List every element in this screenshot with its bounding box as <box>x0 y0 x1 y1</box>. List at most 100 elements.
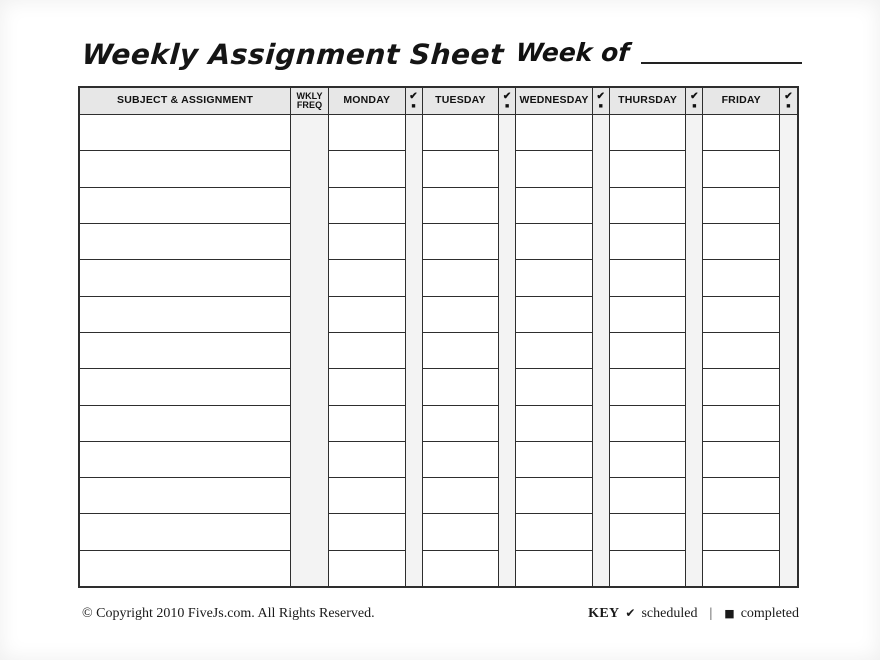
empty-cell <box>328 296 405 333</box>
empty-cell <box>609 296 686 333</box>
empty-cell <box>516 332 592 370</box>
empty-cell <box>703 441 780 479</box>
monday-check-header: ✔ ■ <box>405 88 422 115</box>
empty-cell <box>703 405 780 442</box>
monday-cells <box>328 115 405 587</box>
empty-cell <box>422 260 499 297</box>
column-thursday-check: ✔ ■ <box>686 88 704 586</box>
column-tuesday: TUESDAY <box>422 88 500 587</box>
thursday-header: THURSDAY <box>609 88 686 115</box>
subject-assignment-header: SUBJECT & ASSIGNMENT <box>80 88 291 115</box>
empty-cell <box>609 332 686 370</box>
empty-cell <box>609 550 686 587</box>
check-icon: ✔ <box>625 606 636 620</box>
empty-cell <box>516 151 592 188</box>
check-icon: ✔ <box>690 91 699 102</box>
empty-cell <box>328 369 405 406</box>
completed-square-icon: ■ <box>786 103 791 110</box>
week-of-blank-line <box>641 62 802 64</box>
empty-cell <box>422 332 499 370</box>
empty-cell <box>516 223 592 261</box>
week-of-label: Week of <box>514 38 631 67</box>
empty-cell <box>328 151 405 188</box>
empty-cell <box>80 514 291 551</box>
thursday-check-cells <box>686 115 703 586</box>
empty-cell <box>328 514 405 551</box>
empty-cell <box>703 151 780 188</box>
empty-cell <box>422 187 499 224</box>
key-completed-label: completed <box>740 606 799 621</box>
empty-cell <box>516 115 592 152</box>
empty-cell <box>609 115 686 152</box>
key-legend: KEY ✔ scheduled | ■ completed <box>588 606 799 622</box>
empty-cell <box>80 115 291 152</box>
empty-cell <box>703 550 780 587</box>
empty-cell <box>609 441 686 479</box>
column-subject-assignment: SUBJECT & ASSIGNMENT <box>80 88 292 587</box>
empty-cell <box>328 441 405 479</box>
key-label: KEY <box>588 606 620 621</box>
tuesday-check-header: ✔ ■ <box>499 88 516 115</box>
empty-cell <box>422 151 499 188</box>
key-scheduled-label: scheduled <box>641 606 698 621</box>
copyright-text: © Copyright 2010 FiveJs.com. All Rights … <box>82 606 375 621</box>
empty-cell <box>328 260 405 297</box>
empty-cell <box>516 405 592 442</box>
check-icon: ✔ <box>502 91 512 102</box>
friday-header: FRIDAY <box>703 88 780 115</box>
column-monday: MONDAY <box>328 88 406 587</box>
wednesday-check-cells <box>592 115 609 586</box>
empty-cell <box>80 405 291 442</box>
wednesday-check-header: ✔ ■ <box>592 88 609 115</box>
empty-cell <box>422 405 499 442</box>
empty-cell <box>703 187 780 224</box>
completed-square-icon: ■ <box>692 103 697 110</box>
check-icon: ✔ <box>784 91 793 102</box>
empty-cell <box>328 332 405 370</box>
page-footer: © Copyright 2010 FiveJs.com. All Rights … <box>82 606 799 622</box>
empty-cell <box>703 115 780 152</box>
weekly-frequency-cells <box>291 115 328 586</box>
column-tuesday-check: ✔ ■ <box>499 88 517 586</box>
empty-cell <box>609 151 686 188</box>
monday-check-cells <box>405 115 422 586</box>
friday-check-header: ✔ ■ <box>780 88 797 115</box>
empty-cell <box>328 223 405 261</box>
empty-cell <box>328 187 405 224</box>
empty-cell <box>422 478 499 515</box>
subject-assignment-cells <box>80 115 291 587</box>
empty-cell <box>422 441 499 479</box>
empty-cell <box>422 514 499 551</box>
empty-cell <box>516 260 592 297</box>
empty-cell <box>703 332 780 370</box>
empty-cell <box>422 296 499 333</box>
tuesday-cells <box>422 115 499 587</box>
page-title: Weekly Assignment Sheet <box>80 38 506 71</box>
wednesday-header: WEDNESDAY <box>516 88 592 115</box>
empty-cell <box>328 405 405 442</box>
column-weekly-frequency: WKLY FREQ <box>291 88 329 586</box>
completed-square-icon: ■ <box>504 103 510 110</box>
column-friday: FRIDAY <box>703 88 781 587</box>
empty-cell <box>703 260 780 297</box>
empty-cell <box>328 550 405 587</box>
weekly-frequency-header-line2: FREQ <box>296 100 323 110</box>
empty-cell <box>80 369 291 406</box>
empty-cell <box>609 369 686 406</box>
empty-cell <box>80 550 291 587</box>
empty-cell <box>703 514 780 551</box>
empty-cell <box>516 441 592 479</box>
empty-cell <box>516 369 592 406</box>
tuesday-check-cells <box>499 115 516 586</box>
empty-cell <box>328 115 405 152</box>
empty-cell <box>703 223 780 261</box>
empty-cell <box>703 296 780 333</box>
empty-cell <box>80 332 291 370</box>
key-separator: | <box>709 606 713 621</box>
check-icon: ✔ <box>409 91 418 102</box>
check-icon: ✔ <box>596 91 606 102</box>
column-thursday: THURSDAY <box>609 88 687 587</box>
empty-cell <box>609 260 686 297</box>
empty-cell <box>609 405 686 442</box>
